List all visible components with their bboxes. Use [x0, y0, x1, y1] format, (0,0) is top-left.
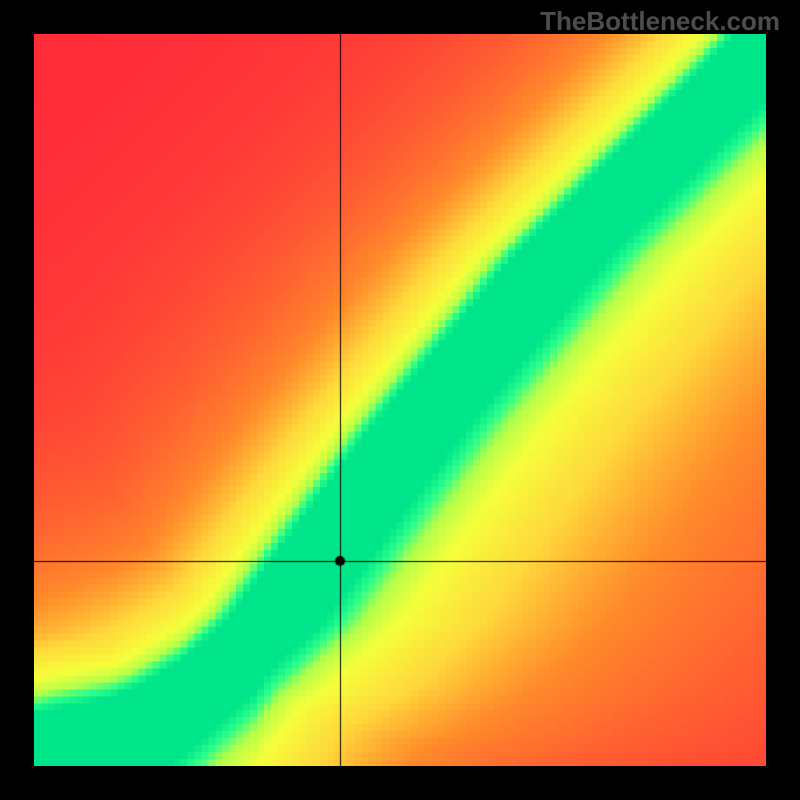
- crosshair-overlay: [34, 34, 766, 766]
- chart-container: TheBottleneck.com: [0, 0, 800, 800]
- watermark-text: TheBottleneck.com: [540, 6, 780, 37]
